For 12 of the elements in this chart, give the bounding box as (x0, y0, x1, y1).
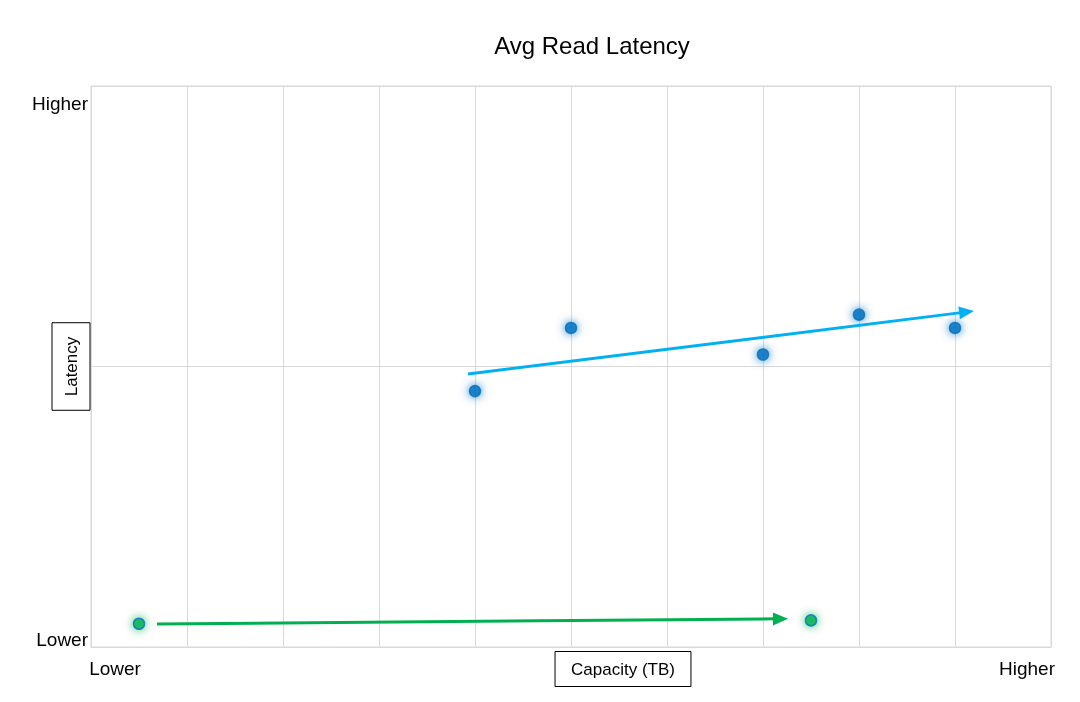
x-axis-title: Capacity (TB) (571, 659, 675, 679)
point (852, 308, 866, 321)
point (132, 617, 146, 630)
y-axis-title: Latency (61, 336, 81, 397)
point (804, 614, 818, 627)
point (756, 348, 770, 361)
point (468, 384, 482, 398)
chart-title: Avg Read Latency (494, 31, 690, 59)
point (948, 321, 962, 335)
text: Higher (32, 93, 89, 114)
text: Lower (36, 629, 89, 650)
point (564, 321, 578, 335)
